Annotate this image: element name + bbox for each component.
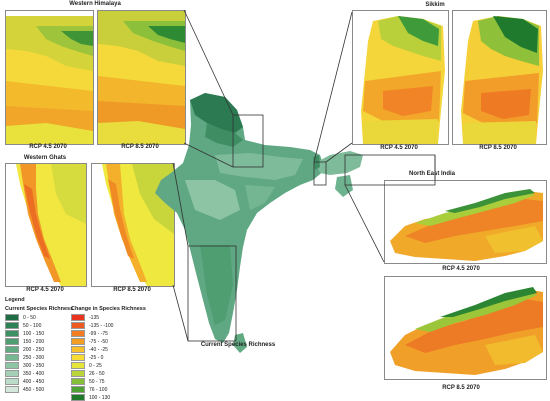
- legend-swatch: [5, 322, 19, 329]
- western-himalaya-title: Western Himalaya: [69, 1, 121, 7]
- legend-item-label: 0 - 25: [89, 362, 102, 369]
- main-map-label: Current Species Richness: [200, 342, 276, 348]
- legend-item-label: -135 - -100: [89, 322, 114, 329]
- legend-item: 100 - 130: [71, 394, 110, 401]
- legend-item-label: 400 - 450: [23, 378, 45, 385]
- legend-item-label: 50 - 75: [89, 378, 105, 385]
- legend-swatch: [71, 378, 85, 385]
- western-himalaya-rcp85-label: RCP 8.5 2070: [121, 144, 159, 150]
- legend-item-label: 100 - 130: [89, 394, 111, 401]
- legend-item-label: 300 - 350: [23, 362, 45, 369]
- legend-item-label: 50 - 100: [23, 322, 42, 329]
- legend-swatch: [5, 378, 19, 385]
- legend-swatch: [5, 330, 19, 337]
- legend-item-label: -99 - -75: [89, 330, 108, 337]
- legend-item: 0 - 25: [71, 362, 102, 369]
- legend-item: -75 - -50: [71, 338, 108, 345]
- legend-item-label: 76 - 100: [89, 386, 108, 393]
- north-east-india-rcp45-label: RCP 4.5 2070: [442, 266, 480, 272]
- legend-item-label: 450 - 500: [23, 386, 45, 393]
- legend-item-label: 100 - 150: [23, 330, 45, 337]
- legend-swatch: [5, 386, 19, 393]
- western-ghats-rcp45-map: [5, 163, 87, 287]
- legend-swatch: [5, 370, 19, 377]
- western-himalaya-rcp85-map: [97, 10, 186, 145]
- legend-swatch: [71, 386, 85, 393]
- legend-item: 26 - 50: [71, 370, 105, 377]
- legend-change-header: Change in Species Richness: [71, 306, 146, 312]
- legend-swatch: [5, 338, 19, 345]
- legend-item: 150 - 200: [5, 338, 44, 345]
- legend-item-label: -135: [89, 314, 100, 321]
- legend-item-label: 250 - 300: [23, 354, 45, 361]
- western-ghats-rcp45-label: RCP 4.5 2070: [26, 287, 64, 293]
- western-himalaya-rcp45-map: [5, 10, 94, 145]
- legend-swatch: [5, 346, 19, 353]
- legend-item-label: -75 - -50: [89, 338, 108, 345]
- legend-item-label: -25 - 0: [89, 354, 104, 361]
- legend-item: -40 - -25: [71, 346, 108, 353]
- western-ghats-title: Western Ghats: [23, 155, 67, 161]
- sikkim-rcp85-map: [452, 10, 547, 145]
- legend-item: 50 - 75: [71, 378, 105, 385]
- legend-swatch: [5, 314, 19, 321]
- legend-item-label: 350 - 400: [23, 370, 45, 377]
- north-east-india-rcp85-map: [384, 276, 547, 380]
- legend-item: 300 - 350: [5, 362, 44, 369]
- india-current-richness-map: [155, 93, 363, 353]
- legend-swatch: [71, 362, 85, 369]
- legend-item-label: -40 - -25: [89, 346, 108, 353]
- legend-item-label: 0 - 50: [23, 314, 36, 321]
- legend-swatch: [71, 370, 85, 377]
- legend-item: -135: [71, 314, 99, 321]
- legend-item: 450 - 500: [5, 386, 44, 393]
- north-east-india-rcp85-label: RCP 8.5 2070: [442, 385, 480, 391]
- sikkim-rcp45-label: RCP 4.5 2070: [380, 145, 418, 151]
- sikkim-title: Sikkim: [425, 2, 445, 8]
- north-east-india-rcp45-map: [384, 180, 547, 264]
- legend-item: 0 - 50: [5, 314, 36, 321]
- legend-swatch: [71, 322, 85, 329]
- legend-item-label: 26 - 50: [89, 370, 105, 377]
- legend-item: -135 - -100: [71, 322, 113, 329]
- legend-item: 100 - 150: [5, 330, 44, 337]
- legend-swatch: [5, 362, 19, 369]
- sikkim-rcp45-map: [352, 10, 449, 145]
- legend-item: 250 - 300: [5, 354, 44, 361]
- north-east-india-title: North East India: [408, 171, 456, 177]
- legend-item-label: 150 - 200: [23, 338, 45, 345]
- legend-item: 76 - 100: [71, 386, 107, 393]
- legend-title: Legend: [5, 297, 25, 303]
- legend-current-header: Current Species Richness: [5, 306, 74, 312]
- legend-swatch: [71, 338, 85, 345]
- western-himalaya-rcp45-label: RCP 4.5 2070: [29, 144, 67, 150]
- legend-swatch: [71, 354, 85, 361]
- sikkim-rcp85-label: RCP 8.5 2070: [479, 145, 517, 151]
- legend-item: -25 - 0: [71, 354, 103, 361]
- legend-item: 50 - 100: [5, 322, 41, 329]
- legend-swatch: [71, 346, 85, 353]
- legend-swatch: [71, 394, 85, 401]
- legend-swatch: [71, 330, 85, 337]
- legend-swatch: [71, 314, 85, 321]
- legend-item-label: 200 - 250: [23, 346, 45, 353]
- legend-item: 400 - 450: [5, 378, 44, 385]
- legend-item: 350 - 400: [5, 370, 44, 377]
- legend-item: 200 - 250: [5, 346, 44, 353]
- western-ghats-rcp85-label: RCP 8.5 2070: [113, 287, 151, 293]
- legend-swatch: [5, 354, 19, 361]
- legend-item: -99 - -75: [71, 330, 108, 337]
